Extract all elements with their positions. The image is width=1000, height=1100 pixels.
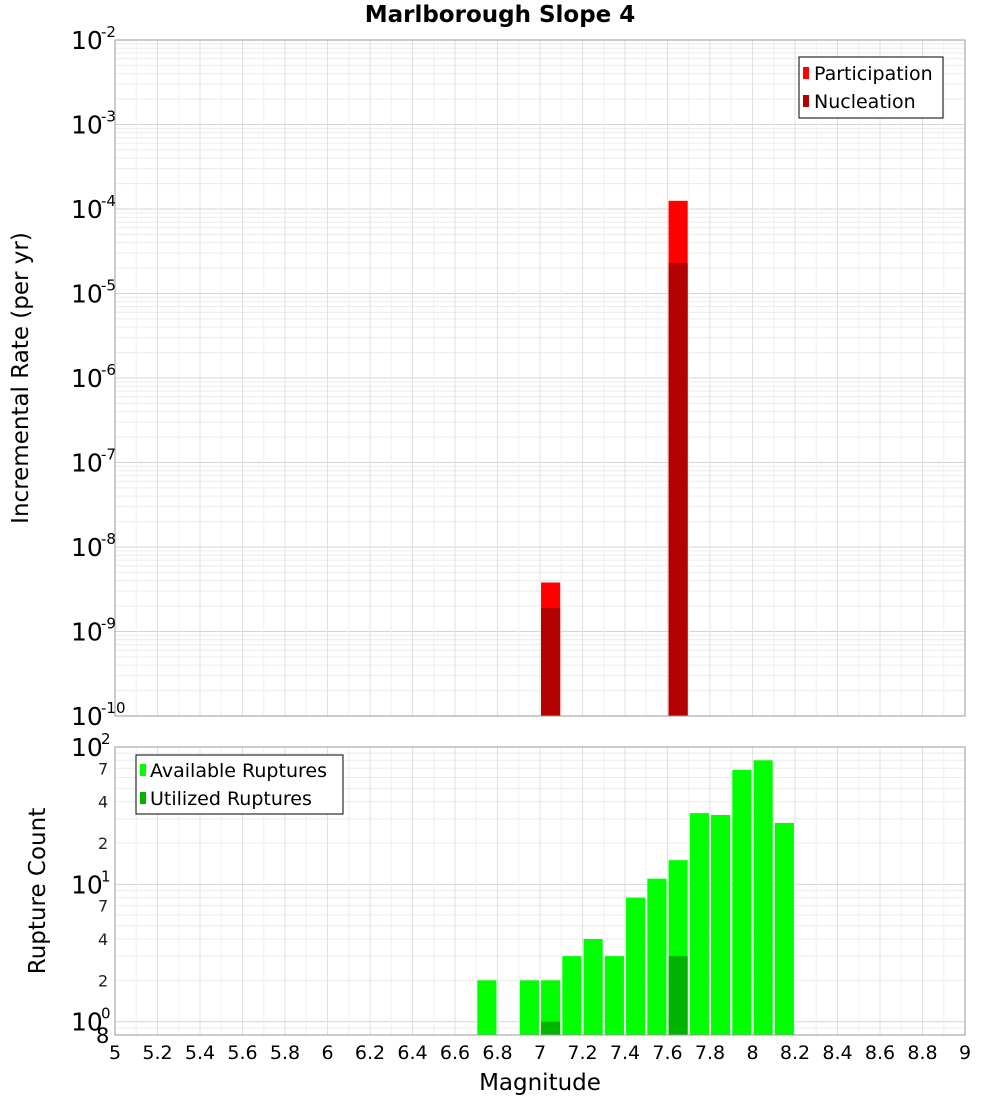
legend-label-utilized-ruptures: Utilized Ruptures [150, 788, 312, 810]
bottom-y-tick-exp: 2 [101, 730, 111, 748]
legend-swatch-utilized-ruptures [140, 792, 146, 804]
x-tick-label: 5.8 [270, 1042, 300, 1064]
bottom-y-axis-label: Rupture Count [25, 808, 51, 974]
top-y-tick-exp: -2 [101, 23, 116, 41]
top-y-tick-exp: -7 [101, 446, 116, 464]
bar-available-ruptures-0 [477, 980, 497, 1035]
x-tick-label: 6 [321, 1042, 333, 1064]
bottom-y-minor-tick: 7 [98, 759, 108, 778]
top-bars [541, 200, 688, 717]
x-tick-label: 7.8 [695, 1042, 725, 1064]
bar-utilized-ruptures-0 [541, 1021, 561, 1035]
top-y-tick-base: 10 [71, 111, 103, 140]
x-tick-label: 8 [746, 1042, 758, 1064]
bar-utilized-ruptures-1 [668, 956, 688, 1035]
legend-label-available-ruptures: Available Ruptures [150, 760, 327, 782]
x-tick-label: 7.6 [652, 1042, 682, 1064]
bar-available-ruptures-13 [774, 822, 794, 1035]
bottom-y-minor-tick: 4 [98, 793, 108, 812]
bottom-y-minor-tick: 2 [98, 834, 108, 853]
x-tick-label: 8.6 [865, 1042, 895, 1064]
top-y-tick-base: 10 [71, 618, 103, 647]
x-tick-label: 8.4 [822, 1042, 852, 1064]
bar-available-ruptures-5 [604, 956, 624, 1035]
top-plot-frame [114, 39, 966, 717]
legend-label-nucleation: Nucleation [814, 91, 916, 113]
bar-available-ruptures-11 [732, 770, 752, 1035]
x-tick-label: 6.2 [355, 1042, 385, 1064]
x-tick-label: 5.4 [185, 1042, 215, 1064]
chart-title: Marlborough Slope 4 [365, 2, 636, 28]
x-tick-label: 7 [534, 1042, 546, 1064]
bottom-y-minor-tick: 8 [96, 1024, 109, 1048]
top-y-tick-base: 10 [71, 26, 103, 55]
top-y-tick-base: 10 [71, 195, 103, 224]
legend-swatch-available-ruptures [140, 764, 146, 776]
x-tick-label: 5.2 [142, 1042, 172, 1064]
bar-available-ruptures-9 [689, 813, 709, 1035]
bottom-y-tick-base: 10 [71, 1008, 103, 1037]
top-y-tick-exp: -9 [101, 615, 116, 633]
bar-available-ruptures-7 [647, 878, 667, 1035]
bar-available-ruptures-12 [753, 760, 773, 1035]
top-y-tick-exp: -8 [101, 530, 116, 548]
top-y-tick-base: 10 [71, 702, 103, 731]
bottom-plot-frame [114, 746, 966, 1036]
top-y-tick-labels: 10-210-310-410-510-610-710-810-910-10 [71, 23, 126, 731]
x-tick-label: 6.8 [482, 1042, 512, 1064]
top-y-axis-label: Incremental Rate (per yr) [8, 232, 34, 524]
x-tick-label: 6.4 [397, 1042, 427, 1064]
top-y-tick-exp: -4 [101, 192, 116, 210]
top-y-tick-base: 10 [71, 280, 103, 309]
x-tick-label: 7.4 [610, 1042, 640, 1064]
x-tick-labels: 5 5.2 5.4 5.6 5.8 6 6.2 6.4 6.6 6.8 7 7.2 7.4 7.6 7.8 8… [109, 1042, 971, 1064]
bar-available-ruptures-2 [541, 980, 561, 1035]
bar-nucleation-0 [541, 607, 561, 716]
top-y-tick-base: 10 [71, 364, 103, 393]
bar-nucleation-1 [668, 262, 688, 716]
bottom-y-tick-base: 10 [71, 733, 103, 762]
bar-available-ruptures-6 [626, 897, 646, 1035]
bottom-y-minor-tick: 4 [98, 930, 108, 949]
x-tick-label: 7.2 [567, 1042, 597, 1064]
legend-label-participation: Participation [814, 63, 933, 85]
legend-swatch-nucleation [803, 95, 809, 107]
bottom-bars [477, 760, 794, 1035]
top-y-tick-exp: -10 [101, 699, 126, 717]
x-tick-label: 6.6 [440, 1042, 470, 1064]
top-y-tick-base: 10 [71, 449, 103, 478]
x-tick-label: 9 [959, 1042, 971, 1064]
x-axis-label: Magnitude [479, 1070, 601, 1096]
top-y-tick-exp: -6 [101, 361, 116, 379]
bottom-y-tick-exp: 0 [101, 1005, 111, 1023]
bottom-legend: Available Ruptures Utilized Ruptures [135, 754, 344, 815]
bottom-y-minor-tick: 2 [98, 971, 108, 990]
x-tick-label: 5 [109, 1042, 121, 1064]
x-tick-label: 8.2 [780, 1042, 810, 1064]
legend-swatch-participation [803, 67, 809, 79]
bottom-y-tick-base: 10 [71, 870, 103, 899]
bottom-y-minor-tick: 7 [98, 897, 108, 916]
x-tick-label: 5.6 [227, 1042, 257, 1064]
bar-available-ruptures-3 [562, 956, 582, 1035]
bottom-y-tick-exp: 1 [101, 867, 111, 885]
top-legend: Participation Nucleation [798, 56, 944, 119]
top-grid [114, 40, 966, 717]
top-y-tick-exp: -3 [101, 108, 116, 126]
bar-available-ruptures-10 [711, 814, 731, 1035]
bar-available-ruptures-1 [519, 980, 539, 1035]
x-tick-label: 8.8 [907, 1042, 937, 1064]
top-y-tick-exp: -5 [101, 277, 116, 295]
top-y-tick-base: 10 [71, 533, 103, 562]
bar-available-ruptures-4 [583, 939, 603, 1035]
